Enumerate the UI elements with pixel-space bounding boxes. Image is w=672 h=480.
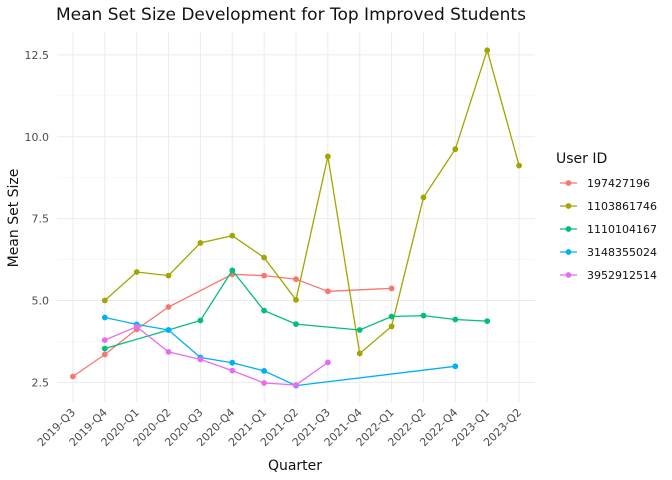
series-group: [70, 47, 522, 389]
legend-label: 3952912514: [587, 269, 657, 282]
legend-label: 197427196: [587, 177, 650, 190]
data-point: [165, 304, 172, 310]
data-point: [293, 276, 299, 283]
data-point: [101, 297, 108, 304]
data-point: [452, 146, 459, 153]
data-point: [356, 350, 363, 357]
data-point: [420, 194, 427, 201]
data-point: [229, 367, 236, 374]
data-point: [388, 313, 395, 320]
legend-title: User ID: [556, 151, 607, 167]
data-point: [261, 272, 267, 279]
legend-label: 3148355024: [587, 246, 657, 259]
data-point: [261, 368, 267, 374]
legend-item: 3148355024: [560, 246, 657, 259]
y-axis-ticks: 2.5 5.0 7.5 10.0 12.5: [25, 49, 50, 389]
data-point: [452, 363, 459, 370]
series-3952912514: [101, 323, 331, 388]
data-point: [484, 47, 491, 54]
data-point: [325, 153, 331, 160]
data-point: [101, 314, 108, 321]
data-point: [452, 316, 459, 323]
series-1103861746: [101, 47, 522, 357]
legend-item: 1103861746: [560, 200, 657, 213]
data-point: [293, 321, 299, 327]
legend-item: 197427196: [560, 177, 650, 190]
series-line: [104, 325, 329, 386]
data-point: [325, 288, 331, 295]
data-point: [197, 240, 204, 246]
x-axis-ticks: 2019-Q32019-Q42020-Q12020-Q22020-Q32020-…: [35, 406, 524, 449]
data-point: [261, 254, 267, 261]
data-point: [133, 269, 140, 275]
legend-key-point: [565, 272, 572, 278]
legend-key-point: [565, 249, 572, 255]
legend-label: 1110104167: [587, 223, 657, 236]
legend-key-point: [565, 203, 572, 209]
x-axis-label: Quarter: [268, 458, 322, 474]
y-tick-label: 12.5: [25, 49, 50, 62]
data-point: [165, 349, 172, 355]
legend-key-point: [565, 180, 572, 186]
data-point: [516, 162, 522, 169]
data-point: [293, 382, 299, 388]
data-point: [165, 272, 172, 279]
data-point: [70, 373, 76, 380]
data-point: [229, 267, 236, 274]
y-tick-label: 2.5: [32, 376, 50, 389]
series-line: [104, 48, 520, 355]
data-point: [325, 359, 331, 366]
data-point: [356, 327, 363, 333]
data-point: [101, 351, 108, 358]
data-point: [229, 232, 236, 239]
data-point: [133, 323, 140, 330]
data-point: [484, 318, 491, 324]
legend-key-point: [565, 226, 572, 232]
data-point: [261, 307, 267, 314]
series-3148355024: [101, 314, 459, 389]
grid-lines: [57, 32, 535, 402]
legend-item: 1110104167: [560, 223, 657, 236]
y-axis-label: Mean Set Size: [6, 169, 22, 268]
data-point: [261, 380, 267, 386]
y-tick-label: 5.0: [32, 294, 50, 307]
data-point: [293, 296, 299, 303]
data-point: [165, 327, 172, 333]
data-point: [101, 337, 108, 343]
legend: User ID 197427196 1103861746 1110104167 314…: [556, 151, 657, 282]
y-tick-label: 7.5: [32, 213, 50, 226]
chart-title: Mean Set Size Development for Top Improv…: [56, 5, 526, 25]
legend-item: 3952912514: [560, 269, 657, 282]
data-point: [388, 285, 395, 292]
legend-label: 1103861746: [587, 200, 657, 213]
data-point: [197, 356, 204, 363]
data-point: [388, 323, 395, 330]
data-point: [229, 359, 236, 366]
data-point: [420, 312, 427, 319]
data-point: [197, 317, 204, 324]
y-tick-label: 10.0: [25, 131, 50, 144]
series-line: [104, 316, 456, 387]
data-point: [101, 345, 108, 352]
